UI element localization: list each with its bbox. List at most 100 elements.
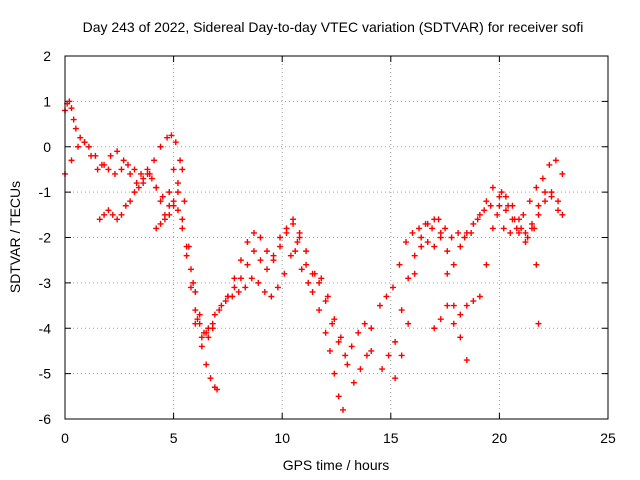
data-point: [161, 211, 168, 218]
data-point: [70, 116, 77, 123]
data-point: [207, 375, 214, 382]
data-point: [489, 225, 496, 232]
data-point: [483, 261, 490, 268]
data-point: [111, 170, 118, 177]
data-point: [507, 229, 514, 236]
data-point: [316, 307, 323, 314]
data-point: [329, 320, 336, 327]
data-point: [524, 234, 531, 241]
data-point: [194, 316, 201, 323]
data-point: [448, 234, 455, 241]
data-point: [322, 298, 329, 305]
x-tick-label: 25: [600, 430, 616, 446]
y-tick-label: -1: [39, 184, 52, 200]
y-tick-label: -5: [39, 366, 52, 382]
data-point: [476, 293, 483, 300]
data-point: [114, 148, 121, 155]
data-point: [96, 216, 103, 223]
data-point: [174, 207, 181, 214]
data-point: [203, 329, 210, 336]
data-point: [166, 202, 173, 209]
data-point: [305, 279, 312, 286]
axis-ticks: 0 5 10 15 20 25 -6 -5 -4 -3 -2 -1 0 1 2: [39, 48, 616, 446]
data-point: [526, 198, 533, 205]
grid-lines: [65, 56, 608, 419]
data-point: [250, 229, 257, 236]
data-point: [75, 143, 82, 150]
data-point: [168, 132, 175, 139]
data-point: [192, 288, 199, 295]
data-point: [144, 170, 151, 177]
data-point: [418, 234, 425, 241]
data-point: [198, 334, 205, 341]
data-point: [263, 266, 270, 273]
data-point: [120, 157, 127, 164]
data-point: [114, 216, 121, 223]
data-point: [450, 302, 457, 309]
data-point: [255, 279, 262, 286]
data-point: [431, 243, 438, 250]
data-point: [481, 207, 488, 214]
data-point: [533, 184, 540, 191]
data-point: [72, 125, 79, 132]
data-point: [539, 175, 546, 182]
data-point: [192, 307, 199, 314]
data-point: [489, 184, 496, 191]
chart-title: Day 243 of 2022, Sidereal Day-to-day VTE…: [83, 19, 584, 35]
data-point: [94, 166, 101, 173]
data-point: [335, 393, 342, 400]
data-point: [244, 261, 251, 268]
data-point: [250, 248, 257, 255]
data-point: [172, 139, 179, 146]
data-point: [170, 166, 177, 173]
y-tick-label: -6: [39, 411, 52, 427]
data-point: [424, 220, 431, 227]
data-point: [355, 329, 362, 336]
data-point: [542, 189, 549, 196]
data-point: [77, 134, 84, 141]
data-point: [429, 225, 436, 232]
data-point: [474, 216, 481, 223]
data-point: [131, 189, 138, 196]
data-point: [403, 239, 410, 246]
data-point: [546, 161, 553, 168]
data-point: [153, 225, 160, 232]
data-point: [218, 302, 225, 309]
data-point: [192, 320, 199, 327]
data-point: [559, 211, 566, 218]
data-point: [348, 343, 355, 350]
data-point: [81, 139, 88, 146]
data-point: [66, 98, 73, 105]
data-point: [555, 198, 562, 205]
data-point: [174, 180, 181, 187]
data-point: [214, 386, 221, 393]
x-tick-label: 5: [170, 430, 178, 446]
data-point: [531, 225, 538, 232]
data-point: [392, 375, 399, 382]
data-point: [437, 229, 444, 236]
data-point: [174, 189, 181, 196]
data-point: [101, 211, 108, 218]
data-point: [124, 161, 131, 168]
data-point: [309, 288, 316, 295]
data-point: [179, 216, 186, 223]
data-point: [357, 366, 364, 373]
data-point: [552, 157, 559, 164]
data-point: [88, 152, 95, 159]
data-point: [363, 352, 370, 359]
data-point: [166, 189, 173, 196]
data-point: [405, 320, 412, 327]
data-point: [450, 261, 457, 268]
data-point: [368, 325, 375, 332]
data-point: [326, 347, 333, 354]
data-point: [555, 207, 562, 214]
data-points: [62, 98, 566, 413]
data-point: [183, 243, 190, 250]
data-point: [242, 284, 249, 291]
data-point: [411, 252, 418, 259]
x-axis-label: GPS time / hours: [283, 457, 390, 473]
data-point: [340, 406, 347, 413]
data-point: [303, 248, 310, 255]
data-point: [244, 239, 251, 246]
